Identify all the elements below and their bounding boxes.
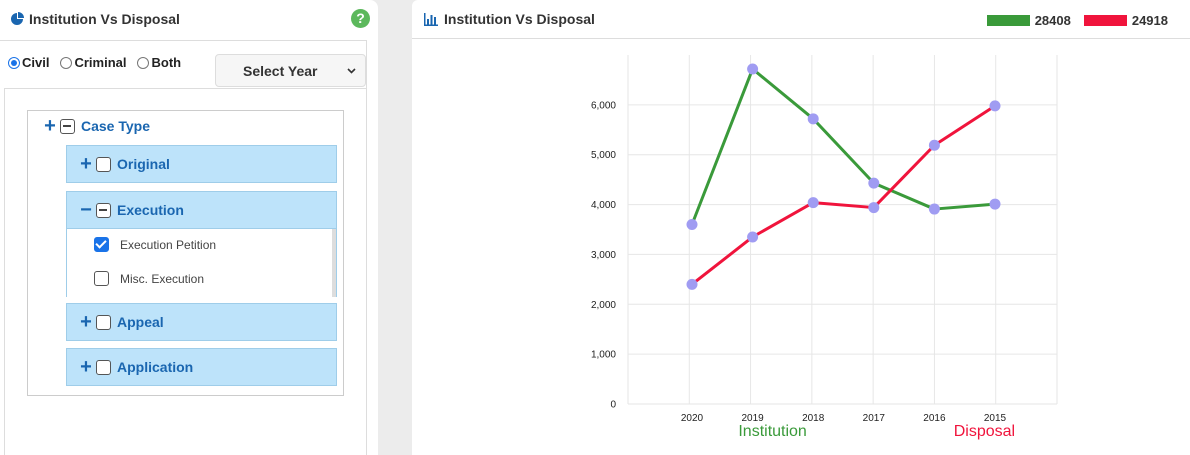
- case-type-checkbox[interactable]: [60, 118, 75, 134]
- radio-criminal[interactable]: [60, 56, 73, 69]
- tree-root-case-type: + Case Type: [43, 115, 150, 137]
- left-panel-header: Institution Vs Disposal: [0, 0, 378, 38]
- tree-leaf-execution-petition[interactable]: Execution Petition: [94, 237, 216, 252]
- x-tick-label: 2018: [802, 413, 825, 424]
- help-icon[interactable]: ?: [351, 9, 370, 28]
- data-point-disposal: [747, 231, 759, 243]
- expand-icon[interactable]: +: [80, 356, 92, 378]
- legend-swatch-institution: [986, 15, 1030, 26]
- left-panel: Institution Vs Disposal ? Civil Criminal…: [0, 0, 378, 455]
- x-tick-label: 2020: [681, 413, 704, 424]
- tree-node-original[interactable]: + Original: [66, 145, 337, 183]
- data-point-disposal: [989, 100, 1001, 112]
- y-tick-label: 6,000: [591, 100, 616, 111]
- data-point-institution: [928, 203, 940, 215]
- data-point-institution: [868, 177, 880, 189]
- bar-chart-icon: [424, 12, 438, 26]
- data-point-disposal: [868, 202, 880, 214]
- execution-petition-checkbox[interactable]: [94, 237, 109, 252]
- radio-criminal-label[interactable]: Criminal: [74, 55, 127, 70]
- data-point-disposal: [686, 278, 698, 290]
- original-checkbox[interactable]: [96, 156, 111, 172]
- tree-node-label[interactable]: Original: [117, 156, 170, 172]
- y-tick-label: 3,000: [591, 250, 616, 261]
- tree-node-application[interactable]: + Application: [66, 348, 337, 386]
- y-tick-label: 0: [610, 400, 616, 411]
- left-panel-title: Institution Vs Disposal: [29, 11, 180, 27]
- series-label-institution: Institution: [738, 423, 806, 440]
- tree-node-execution[interactable]: − Execution: [66, 191, 337, 229]
- y-tick-label: 4,000: [591, 200, 616, 211]
- y-tick-label: 1,000: [591, 350, 616, 361]
- tree-root-label[interactable]: Case Type: [81, 118, 150, 134]
- tree-node-appeal[interactable]: + Appeal: [66, 303, 337, 341]
- tree-node-label[interactable]: Application: [117, 359, 194, 375]
- chart-legend: 28408 24918: [986, 13, 1168, 28]
- tree-node-label[interactable]: Execution: [117, 202, 184, 218]
- expand-icon[interactable]: +: [44, 115, 56, 137]
- expand-icon[interactable]: +: [80, 311, 92, 333]
- case-type-tree: + Case Type + Original − Execution: [27, 110, 344, 396]
- radio-both[interactable]: [137, 56, 150, 69]
- legend-swatch-disposal: [1083, 15, 1127, 26]
- appeal-checkbox[interactable]: [96, 314, 111, 330]
- misc-execution-checkbox[interactable]: [94, 271, 109, 286]
- case-type-tree-container: + Case Type + Original − Execution: [4, 88, 367, 455]
- tree-leaf-label[interactable]: Misc. Execution: [120, 271, 205, 286]
- radio-civil-label[interactable]: Civil: [22, 55, 50, 70]
- legend-value-disposal: 24918: [1131, 13, 1168, 28]
- radio-civil[interactable]: [8, 56, 20, 69]
- data-point-institution: [807, 113, 819, 125]
- series-line-institution: [690, 67, 996, 226]
- execution-children: Execution Petition Misc. Execution: [66, 229, 337, 297]
- pie-chart-icon: [11, 12, 24, 25]
- execution-checkbox[interactable]: [96, 202, 111, 218]
- data-point-institution: [747, 63, 759, 75]
- application-checkbox[interactable]: [96, 359, 111, 375]
- y-tick-label: 2,000: [591, 300, 616, 311]
- data-point-disposal: [807, 197, 819, 209]
- y-tick-label: 5,000: [591, 150, 616, 161]
- year-select-value: Select Year: [243, 62, 318, 79]
- radio-both-label[interactable]: Both: [151, 55, 182, 70]
- scrollbar[interactable]: [332, 229, 336, 297]
- tree-node-label[interactable]: Appeal: [117, 314, 164, 330]
- data-point-institution: [989, 198, 1001, 210]
- x-tick-label: 2017: [863, 413, 886, 424]
- expand-icon[interactable]: +: [80, 153, 92, 175]
- chart-panel: Institution Vs Disposal 28408 24918 0 1,0…: [412, 0, 1190, 455]
- line-chart: 0 1,000 2,000 3,000 4,000 5,000 6,000 2020 2019 2…: [591, 55, 1058, 440]
- chart-panel-header: Institution Vs Disposal: [412, 0, 1190, 39]
- year-select[interactable]: Select Year: [215, 54, 366, 87]
- series-line-disposal: [691, 104, 996, 286]
- chevron-down-icon: [347, 68, 356, 74]
- x-tick-label: 2015: [984, 413, 1007, 424]
- filter-panel: Civil Criminal Both Select Year + Case T…: [0, 40, 367, 455]
- legend-value-institution: 28408: [1034, 13, 1071, 28]
- data-point-disposal: [928, 139, 940, 151]
- x-tick-label: 2016: [923, 413, 946, 424]
- series-label-disposal: Disposal: [954, 423, 1015, 440]
- tree-leaf-misc-execution[interactable]: Misc. Execution: [94, 271, 204, 286]
- case-category-radios: Civil Criminal Both: [8, 55, 192, 70]
- collapse-icon[interactable]: −: [80, 199, 92, 221]
- tree-leaf-label[interactable]: Execution Petition: [120, 237, 217, 252]
- data-point-institution: [686, 219, 698, 231]
- x-tick-label: 2019: [741, 413, 764, 424]
- chart-panel-title: Institution Vs Disposal: [444, 11, 595, 27]
